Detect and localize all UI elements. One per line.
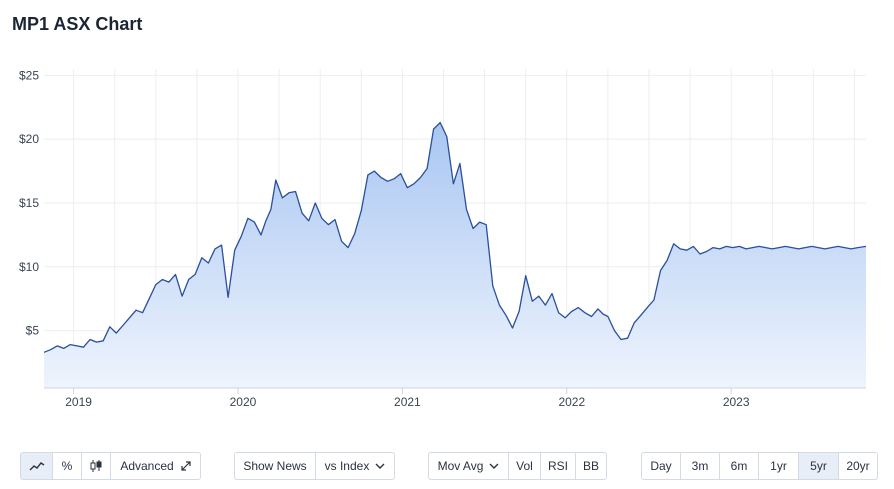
y-tick-label: $15: [19, 196, 39, 210]
chevron-down-icon: [375, 463, 385, 469]
price-area-fill: [44, 122, 866, 388]
advanced-label: Advanced: [120, 459, 174, 473]
x-tick-label: 2022: [558, 395, 585, 409]
candlestick-icon: [89, 459, 103, 473]
mov-avg-dropdown[interactable]: Mov Avg: [428, 452, 509, 480]
expand-icon: [181, 461, 191, 471]
range-5yr-button[interactable]: 5yr: [798, 452, 839, 480]
price-area-series: [43, 121, 867, 388]
range-3m-button[interactable]: 3m: [680, 452, 720, 480]
x-tick-label: 2020: [230, 395, 257, 409]
vol-button[interactable]: Vol: [508, 452, 541, 480]
vs-index-label: vs Index: [324, 459, 370, 473]
y-tick-label: $5: [26, 324, 40, 338]
range-20yr-button[interactable]: 20yr: [838, 452, 878, 480]
x-tick-label: 2019: [65, 395, 92, 409]
chart-type-group: % Advanced: [20, 452, 201, 480]
percent-button[interactable]: %: [52, 452, 82, 480]
show-news-button[interactable]: Show News: [234, 452, 316, 480]
vs-index-dropdown[interactable]: vs Index: [315, 452, 395, 480]
range-6m-button[interactable]: 6m: [719, 452, 759, 480]
bb-button[interactable]: BB: [575, 452, 607, 480]
chevron-down-icon: [489, 463, 499, 469]
x-tick-label: 2021: [394, 395, 421, 409]
line-chart-icon: [29, 460, 45, 472]
y-tick-label: $10: [19, 260, 39, 274]
range-day-button[interactable]: Day: [641, 452, 681, 480]
rsi-button[interactable]: RSI: [540, 452, 576, 480]
advanced-button[interactable]: Advanced: [110, 452, 201, 480]
price-chart: $5 $10 $15 $20 $25 2019 2020 2021 2022 2023: [19, 68, 867, 409]
overlay-group: Show News vs Index: [234, 452, 395, 480]
line-chart-button[interactable]: [20, 452, 53, 480]
x-tick-label: 2023: [723, 395, 750, 409]
mov-avg-label: Mov Avg: [437, 459, 484, 473]
chart-axes: $5 $10 $15 $20 $25 2019 2020 2021 2022 2023: [19, 68, 866, 409]
range-group: Day 3m 6m 1yr 5yr 20yr: [641, 452, 878, 480]
price-line: [43, 121, 867, 353]
chart-title: MP1 ASX Chart: [12, 14, 143, 34]
y-tick-label: $20: [19, 132, 39, 146]
candlestick-button[interactable]: [81, 452, 111, 480]
range-1yr-button[interactable]: 1yr: [758, 452, 799, 480]
indicator-group: Mov Avg Vol RSI BB: [428, 452, 607, 480]
y-tick-label: $25: [19, 68, 39, 82]
